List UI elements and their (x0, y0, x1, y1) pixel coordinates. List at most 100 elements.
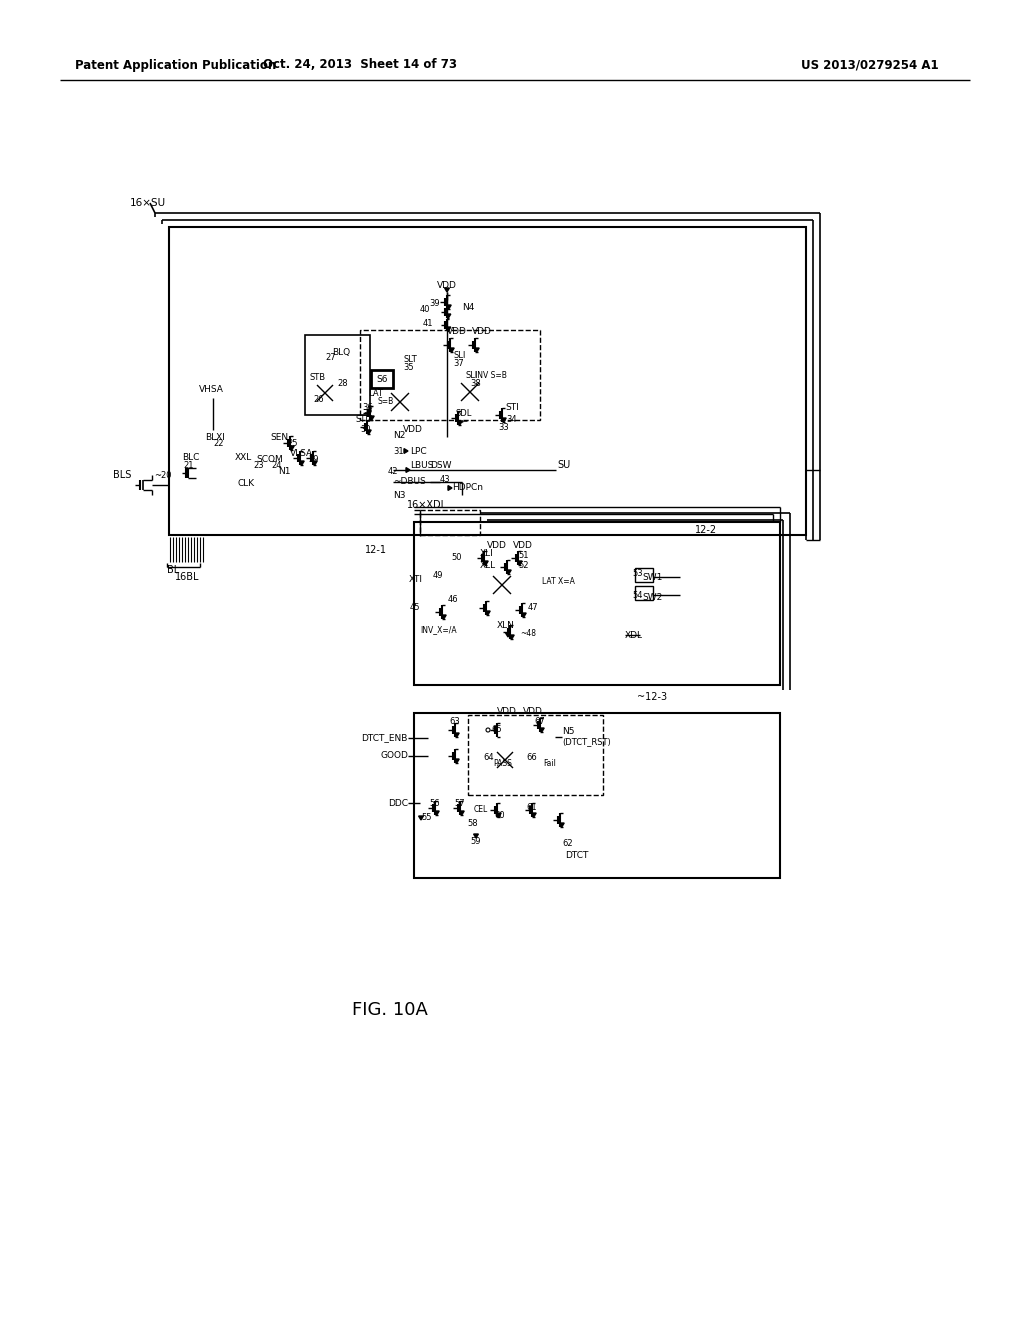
Polygon shape (509, 635, 514, 639)
Text: SDL: SDL (456, 408, 472, 417)
Text: VDD: VDD (487, 540, 507, 549)
Polygon shape (449, 486, 452, 491)
Text: 37: 37 (453, 359, 464, 367)
Text: STI: STI (505, 404, 519, 412)
Polygon shape (506, 634, 510, 638)
Text: XXL: XXL (234, 454, 252, 462)
Text: GOOD: GOOD (380, 751, 408, 760)
Text: ~20: ~20 (154, 471, 171, 480)
Text: INV S=B: INV S=B (475, 371, 507, 380)
Text: SW1: SW1 (642, 573, 663, 582)
Text: VDD: VDD (497, 708, 517, 717)
Text: FIG. 10A: FIG. 10A (352, 1001, 428, 1019)
Text: 30: 30 (360, 425, 371, 434)
Polygon shape (497, 813, 501, 817)
Text: SU: SU (557, 459, 570, 470)
Text: 25: 25 (287, 440, 298, 449)
Text: 24: 24 (271, 462, 282, 470)
Polygon shape (485, 611, 490, 615)
Text: SW2: SW2 (642, 594, 663, 602)
Text: N1: N1 (278, 467, 291, 477)
Text: CLK: CLK (237, 479, 254, 488)
Text: 55: 55 (421, 813, 431, 821)
Text: SEN: SEN (270, 433, 288, 441)
Text: BLS: BLS (113, 470, 131, 480)
Text: 21: 21 (183, 461, 194, 470)
Text: 32: 32 (362, 409, 373, 418)
Text: 52: 52 (518, 561, 528, 569)
Text: VDD: VDD (472, 327, 492, 337)
Polygon shape (502, 418, 506, 422)
Text: S6: S6 (376, 375, 388, 384)
Polygon shape (406, 467, 410, 473)
Polygon shape (367, 430, 371, 434)
Text: ~12-3: ~12-3 (637, 692, 667, 702)
Text: VDD: VDD (447, 327, 467, 337)
Polygon shape (540, 729, 544, 733)
Text: VDD: VDD (403, 425, 423, 433)
Text: 33: 33 (498, 422, 509, 432)
Text: XTI: XTI (409, 576, 423, 585)
Text: 46: 46 (447, 595, 458, 605)
Text: XLL: XLL (480, 561, 496, 569)
Text: 59: 59 (471, 837, 481, 846)
Text: VDD: VDD (513, 540, 532, 549)
Text: XLN: XLN (497, 620, 515, 630)
Text: STL: STL (355, 416, 370, 425)
Text: 56: 56 (430, 799, 440, 808)
Text: 53: 53 (633, 569, 643, 578)
Text: Fail: Fail (543, 759, 556, 768)
Text: DTCT: DTCT (565, 850, 589, 859)
Polygon shape (458, 421, 462, 425)
Text: 65: 65 (492, 726, 503, 734)
Text: XDL: XDL (625, 631, 643, 639)
Text: 12-2: 12-2 (695, 525, 717, 535)
Text: N3: N3 (393, 491, 406, 499)
Text: 62: 62 (562, 838, 573, 847)
Text: BLQ: BLQ (332, 348, 350, 358)
Text: BLXI: BLXI (205, 433, 225, 441)
Text: BLC: BLC (182, 453, 200, 462)
Text: LAT X=A: LAT X=A (542, 578, 574, 586)
Polygon shape (434, 810, 439, 814)
Text: 34: 34 (506, 414, 517, 424)
Text: SCOM: SCOM (256, 455, 283, 465)
Text: 63: 63 (450, 718, 461, 726)
Text: STB: STB (310, 374, 326, 383)
Polygon shape (531, 813, 537, 817)
Text: 22: 22 (213, 440, 223, 449)
Text: 27: 27 (325, 354, 336, 363)
Bar (635, 568, 653, 582)
Polygon shape (444, 288, 450, 292)
Text: VDD: VDD (523, 708, 543, 717)
Text: ~DBUS: ~DBUS (393, 478, 426, 487)
Text: LPC: LPC (410, 446, 427, 455)
Bar (635, 586, 653, 601)
Bar (414, 713, 780, 878)
Text: VLSA: VLSA (290, 449, 313, 458)
Text: SLI: SLI (466, 371, 478, 380)
Text: N4: N4 (462, 302, 474, 312)
Text: DDC: DDC (388, 799, 408, 808)
Text: (DTCT_RST): (DTCT_RST) (562, 738, 610, 747)
Text: 58: 58 (468, 818, 478, 828)
Bar (169, 227, 806, 535)
Polygon shape (441, 615, 446, 619)
Text: ~48: ~48 (520, 628, 536, 638)
Bar (468, 715, 603, 795)
Text: CEL: CEL (474, 805, 488, 814)
Text: DSW: DSW (430, 461, 452, 470)
Text: Oct. 24, 2013  Sheet 14 of 73: Oct. 24, 2013 Sheet 14 of 73 (263, 58, 457, 71)
Text: VHSA: VHSA (199, 385, 224, 395)
Polygon shape (312, 461, 317, 465)
Text: BL: BL (167, 565, 179, 576)
Text: DTCT_ENB: DTCT_ENB (361, 734, 408, 742)
Text: ←: ← (461, 417, 468, 425)
Polygon shape (446, 305, 452, 309)
Text: 35: 35 (403, 363, 414, 372)
Text: LBUS: LBUS (410, 461, 433, 470)
Text: 64: 64 (483, 752, 495, 762)
Text: PASS: PASS (493, 759, 512, 768)
Polygon shape (370, 416, 374, 420)
Text: 42: 42 (387, 467, 398, 477)
